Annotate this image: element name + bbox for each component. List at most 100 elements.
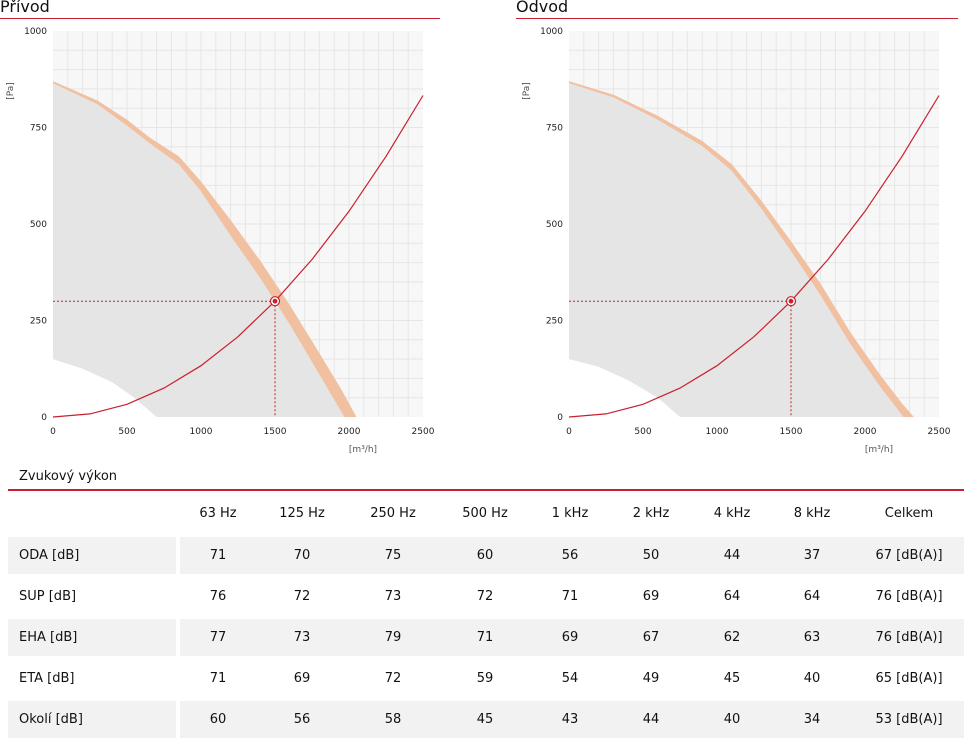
y-tick-label: 750	[546, 124, 563, 134]
table-cell: 64	[694, 574, 770, 615]
x-tick-labels: 0 500 1000 1500 2000 2500	[566, 427, 951, 437]
panel-title-exhaust: Odvod	[516, 0, 569, 16]
table-cell: 69	[608, 574, 694, 615]
row-label: Okolí [dB]	[8, 697, 180, 738]
table-cell: 60	[180, 697, 256, 738]
fan-curve-band	[53, 81, 357, 417]
x-tick-label: 1500	[780, 427, 803, 437]
table-cell: 59	[438, 656, 532, 697]
x-tick-label: 0	[566, 427, 572, 437]
table-cell: 34	[770, 697, 854, 738]
y-tick-label: 1000	[24, 27, 47, 37]
table-cell: 43	[532, 697, 608, 738]
y-tick-label: 500	[546, 220, 563, 230]
table-cell: 65 [dB(A)]	[854, 656, 964, 697]
x-tick-label: 2000	[854, 427, 877, 437]
table-cell: 58	[348, 697, 438, 738]
x-tick-label: 1000	[706, 427, 729, 437]
x-tick-labels: 0 500 1000 1500 2000 2500	[50, 427, 435, 437]
y-tick-labels: 0 250 500 750 1000	[540, 27, 563, 423]
column-header: 250 Hz	[370, 506, 416, 521]
y-tick-label: 1000	[540, 27, 563, 37]
table-cell: 76	[180, 574, 256, 615]
table-cell: 37	[770, 533, 854, 574]
supply-fan-chart: 0 500 1000 1500 2000 2500 0 250 500 750 1000 [Pa]…	[6, 27, 435, 455]
exhaust-fan-chart: 0 500 1000 1500 2000 2500 0 250 500 750 1000 [Pa]…	[522, 27, 951, 455]
table-cell: 49	[608, 656, 694, 697]
table-cell: 76 [dB(A)]	[854, 615, 964, 656]
table-cell: 56	[256, 697, 348, 738]
column-header: 4 kHz	[713, 506, 751, 521]
row-label: SUP [dB]	[8, 574, 180, 615]
table-cell: 44	[694, 533, 770, 574]
table-cell: 40	[694, 697, 770, 738]
sound-power-title: Zvukový výkon	[19, 469, 118, 484]
table-cell: 44	[608, 697, 694, 738]
table-cell: 69	[256, 656, 348, 697]
y-axis-label: [Pa]	[522, 82, 532, 100]
table-cell: 77	[180, 615, 256, 656]
x-tick-label: 1000	[190, 427, 213, 437]
table-cell: 45	[694, 656, 770, 697]
operating-area	[569, 81, 914, 417]
column-header: 2 kHz	[632, 506, 670, 521]
column-header: 8 kHz	[793, 506, 831, 521]
table-row: SUP [dB] 76 72 73 72 71 69 64 64 76 [dB(…	[8, 574, 964, 615]
x-axis-label: [m³/h]	[349, 445, 377, 455]
operating-point-dot	[272, 298, 278, 304]
column-header: 125 Hz	[279, 506, 325, 521]
table-cell: 67	[608, 615, 694, 656]
table-cell: 40	[770, 656, 854, 697]
table-cell: 53 [dB(A)]	[854, 697, 964, 738]
y-tick-label: 250	[30, 317, 47, 327]
header-empty	[8, 494, 180, 533]
row-label: ODA [dB]	[8, 533, 180, 574]
x-tick-label: 2000	[338, 427, 361, 437]
y-tick-label: 500	[30, 220, 47, 230]
sound-power-rule	[8, 489, 964, 491]
table-cell: 45	[438, 697, 532, 738]
table-cell: 71	[532, 574, 608, 615]
table-row: ETA [dB] 71 69 72 59 54 49 45 40 65 [dB(…	[8, 656, 964, 697]
y-tick-label: 0	[557, 413, 563, 423]
table-cell: 72	[438, 574, 532, 615]
table-cell: 70	[256, 533, 348, 574]
table-cell: 76 [dB(A)]	[854, 574, 964, 615]
table-cell: 79	[348, 615, 438, 656]
row-label: ETA [dB]	[8, 656, 180, 697]
x-tick-label: 500	[118, 427, 135, 437]
x-axis-label: [m³/h]	[865, 445, 893, 455]
x-tick-label: 0	[50, 427, 56, 437]
column-header: 63 Hz	[199, 506, 237, 521]
table-cell: 56	[532, 533, 608, 574]
table-cell: 54	[532, 656, 608, 697]
table-header-row: 63 Hz 125 Hz 250 Hz 500 Hz 1 kHz 2 kHz 4…	[8, 494, 964, 533]
table-row: ODA [dB] 71 70 75 60 56 50 44 37 67 [dB(…	[8, 533, 964, 574]
table-cell: 62	[694, 615, 770, 656]
table-row: Okolí [dB] 60 56 58 45 43 44 40 34 53 [d…	[8, 697, 964, 738]
table-cell: 67 [dB(A)]	[854, 533, 964, 574]
column-header: Celkem	[884, 506, 934, 521]
panel-rule-supply	[0, 18, 440, 19]
table-row: EHA [dB] 77 73 79 71 69 67 62 63 76 [dB(…	[8, 615, 964, 656]
fan-curve-band	[569, 81, 914, 417]
table-cell: 63	[770, 615, 854, 656]
table-cell: 71	[180, 656, 256, 697]
column-header: 500 Hz	[462, 506, 508, 521]
row-label: EHA [dB]	[8, 615, 180, 656]
table-cell: 60	[438, 533, 532, 574]
y-tick-label: 750	[30, 124, 47, 134]
table-cell: 71	[180, 533, 256, 574]
x-tick-label: 2500	[412, 427, 435, 437]
table-cell: 72	[256, 574, 348, 615]
panel-title-supply: Přívod	[0, 0, 50, 16]
table-cell: 75	[348, 533, 438, 574]
table-cell: 71	[438, 615, 532, 656]
column-header: 1 kHz	[551, 506, 589, 521]
panel-rule-exhaust	[516, 18, 958, 19]
table-cell: 72	[348, 656, 438, 697]
table-cell: 69	[532, 615, 608, 656]
system-curve	[568, 95, 940, 418]
x-tick-label: 1500	[264, 427, 287, 437]
y-tick-label: 0	[41, 413, 47, 423]
